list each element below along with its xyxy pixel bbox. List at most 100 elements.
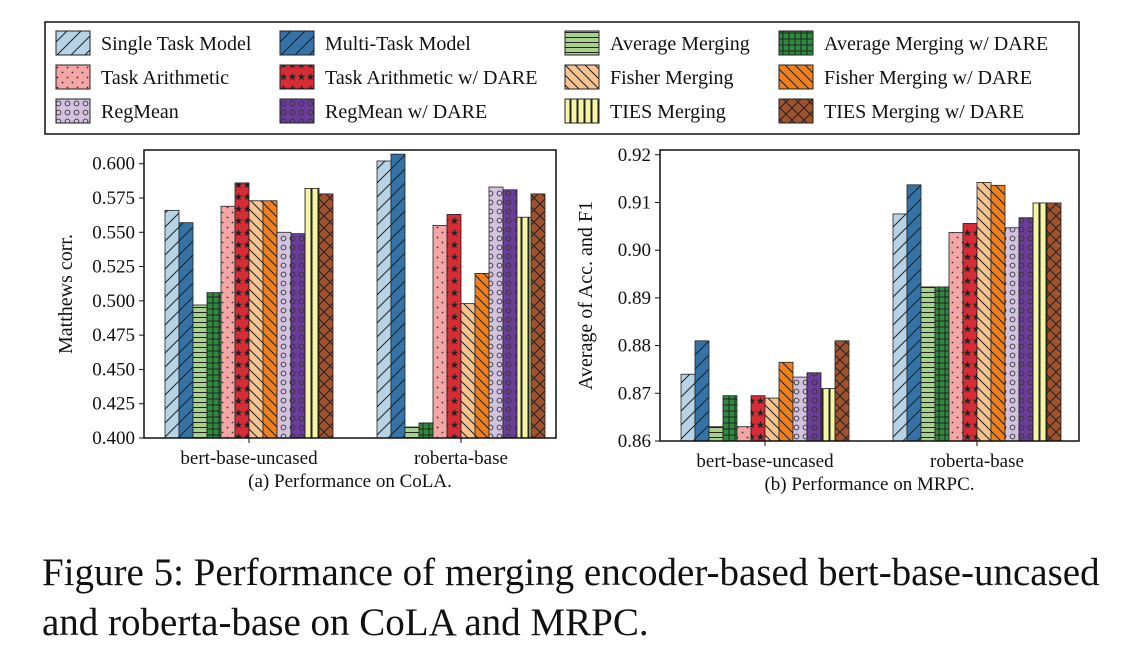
bar-average-merging-w-dare-bert-base-uncased: [722, 395, 738, 442]
legend-item-ties-merging-w-dare: TIES Merging w/ DARE: [778, 98, 1024, 124]
bar-regmean-roberta-base: [488, 186, 504, 439]
legend-label: Task Arithmetic w/ DARE: [325, 67, 537, 89]
bar-average-merging-roberta-base: [920, 286, 936, 442]
bar-ties-merging-w-dare-bert-base-uncased: [318, 193, 334, 439]
bar-ties-merging-roberta-base: [516, 216, 532, 439]
y-axis-label: Average of Acc. and F1: [575, 201, 597, 390]
bar-average-merging-roberta-base: [404, 426, 420, 439]
legend-label: TIES Merging: [610, 101, 726, 123]
x-tick-label-bert-base-uncased: bert-base-uncased: [696, 451, 834, 472]
bar-ties-merging-roberta-base: [1032, 202, 1048, 442]
bar-average-merging-w-dare-roberta-base: [418, 422, 434, 439]
legend-swatch: [564, 30, 600, 56]
bar-multi-task-model-bert-base-uncased: [178, 222, 194, 439]
bar-task-arithmetic-roberta-base: [432, 225, 448, 439]
plot-frame: [659, 149, 1080, 442]
figure-svg: Single Task Model Multi-Task Model Average…: [44, 21, 1080, 495]
bar-single-task-model-bert-base-uncased: [680, 373, 696, 442]
legend-item-task-arithmetic-w-dare: Task Arithmetic w/ DARE: [279, 64, 537, 90]
y-tick-label: 0.575: [92, 188, 135, 209]
legend-item-average-merging: Average Merging: [564, 30, 750, 56]
legend-swatch: [564, 64, 600, 90]
subplot-title: (b) Performance on MRPC.: [764, 474, 974, 495]
bar-average-merging-w-dare-roberta-base: [934, 286, 950, 442]
bar-fisher-merging-w-dare-roberta-base: [990, 184, 1006, 442]
legend-item-fisher-merging-w-dare: Fisher Merging w/ DARE: [778, 64, 1032, 90]
legend-frame: [44, 21, 1080, 135]
bar-average-merging-w-dare-bert-base-uncased: [206, 292, 222, 439]
y-tick-label: 0.88: [618, 336, 651, 357]
legend-label: TIES Merging w/ DARE: [824, 101, 1024, 123]
bar-ties-merging-bert-base-uncased: [820, 388, 836, 442]
bar-regmean-w-dare-roberta-base: [1018, 217, 1034, 442]
figure-caption: Figure 5: Performance of merging encoder…: [42, 551, 1100, 644]
legend-item-multi-task-model: Multi-Task Model: [279, 30, 471, 56]
bar-task-arithmetic-bert-base-uncased: [736, 426, 752, 442]
y-tick-label: 0.86: [618, 431, 651, 452]
legend-swatch: [55, 30, 91, 56]
legend-item-regmean-w-dare: RegMean w/ DARE: [279, 98, 487, 124]
y-tick-label: 0.89: [618, 288, 651, 309]
y-tick-label: 0.550: [92, 222, 135, 243]
bar-fisher-merging-w-dare-bert-base-uncased: [262, 200, 278, 439]
legend-swatch: [279, 64, 315, 90]
bar-single-task-model-roberta-base: [376, 160, 392, 439]
bar-ties-merging-w-dare-roberta-base: [1046, 202, 1062, 442]
bar-fisher-merging-w-dare-bert-base-uncased: [778, 361, 794, 442]
legend-swatch: [778, 98, 814, 124]
legend-label: Task Arithmetic: [101, 67, 229, 89]
chart-mrpc: bert-base-uncased roberta-base 0.86 0.87 0.8…: [575, 145, 1080, 495]
subplot-title: (a) Performance on CoLA.: [248, 471, 452, 492]
bar-regmean-w-dare-bert-base-uncased: [290, 233, 306, 439]
bar-task-arithmetic-roberta-base: [948, 232, 964, 442]
legend: Single Task Model Multi-Task Model Average…: [44, 21, 1080, 135]
y-tick-label: 0.91: [618, 192, 651, 213]
legend-swatch: [778, 64, 814, 90]
legend-label: RegMean: [101, 101, 179, 123]
y-tick-label: 0.425: [92, 394, 135, 415]
bar-average-merging-bert-base-uncased: [708, 426, 724, 442]
legend-swatch: [564, 98, 600, 124]
legend-swatch: [55, 64, 91, 90]
legend-item-single-task-model: Single Task Model: [55, 30, 252, 56]
legend-swatch: [279, 30, 315, 56]
bar-fisher-merging-bert-base-uncased: [764, 397, 780, 442]
legend-swatch: [778, 30, 814, 56]
legend-label: Fisher Merging: [610, 67, 734, 89]
bar-fisher-merging-roberta-base: [460, 303, 476, 439]
y-tick-label: 0.500: [92, 291, 135, 312]
y-tick-label: 0.450: [92, 359, 135, 380]
y-axis-label: Matthews corr.: [55, 234, 77, 354]
y-tick-label: 0.600: [92, 154, 135, 175]
bar-fisher-merging-bert-base-uncased: [248, 200, 264, 439]
bar-task-arithmetic-bert-base-uncased: [220, 205, 236, 439]
legend-item-regmean: RegMean: [55, 98, 179, 124]
bar-regmean-bert-base-uncased: [792, 376, 808, 442]
y-tick-label: 0.475: [92, 325, 135, 346]
legend-swatch: [55, 98, 91, 124]
bar-regmean-w-dare-bert-base-uncased: [806, 372, 822, 442]
bar-multi-task-model-roberta-base: [906, 184, 922, 442]
y-tick-label: 0.87: [618, 383, 651, 404]
chart-cola: bert-base-uncased roberta-base 0.400 0.425 0…: [55, 149, 557, 492]
bar-task-arithmetic-w-dare-roberta-base: [962, 223, 978, 442]
legend-label: Fisher Merging w/ DARE: [824, 67, 1032, 89]
bar-multi-task-model-roberta-base: [390, 153, 406, 439]
bar-average-merging-bert-base-uncased: [192, 304, 208, 439]
legend-label: Multi-Task Model: [325, 33, 471, 55]
bar-single-task-model-roberta-base: [892, 213, 908, 442]
bar-ties-merging-w-dare-roberta-base: [530, 193, 546, 439]
legend-item-task-arithmetic: Task Arithmetic: [55, 64, 229, 90]
legend-label: Average Merging w/ DARE: [824, 33, 1048, 55]
legend-label: Average Merging: [610, 33, 750, 55]
legend-item-ties-merging: TIES Merging: [564, 98, 726, 124]
legend-item-average-merging-w-dare: Average Merging w/ DARE: [778, 30, 1048, 56]
x-tick-label-bert-base-uncased: bert-base-uncased: [180, 448, 318, 469]
bar-regmean-w-dare-roberta-base: [502, 189, 518, 439]
legend-swatch: [279, 98, 315, 124]
legend-item-fisher-merging: Fisher Merging: [564, 64, 734, 90]
bar-task-arithmetic-w-dare-bert-base-uncased: [234, 182, 250, 439]
x-tick-label-roberta-base: roberta-base: [414, 448, 508, 469]
bar-multi-task-model-bert-base-uncased: [694, 340, 710, 442]
